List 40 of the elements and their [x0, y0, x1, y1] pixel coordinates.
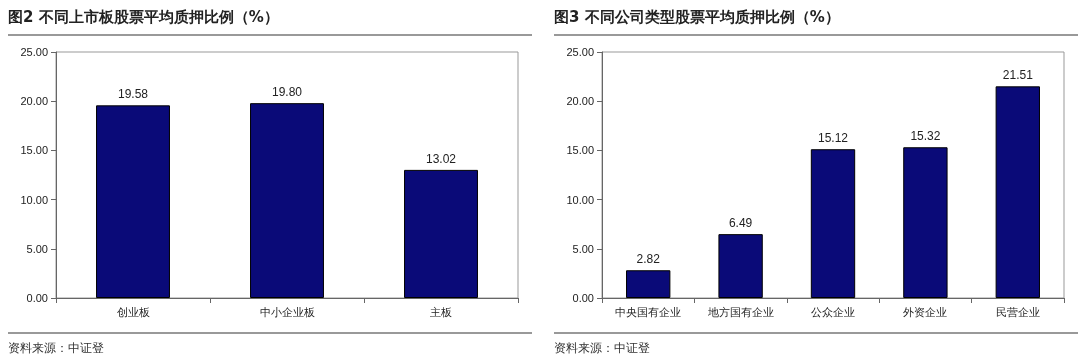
y-tick-label: 10.00	[20, 193, 48, 206]
x-tick-label: 主板	[430, 305, 452, 318]
data-label: 13.02	[425, 151, 457, 166]
x-tick-label: 公众企业	[811, 305, 855, 318]
data-label: 2.82	[636, 252, 661, 267]
data-label: 19.80	[271, 85, 303, 100]
text: 资料来源：中证登	[8, 332, 532, 357]
chart-title: 图3 不同公司类型股票平均质押比例（%）	[554, 8, 1078, 36]
x-tick-label: 地方国有企业	[706, 305, 774, 318]
bar	[995, 86, 1040, 298]
bar	[250, 103, 324, 298]
y-tick-label: 5.00	[572, 242, 594, 255]
y-tick-label: 25.00	[566, 46, 594, 58]
x-tick-label: 创业板	[116, 305, 150, 318]
data-label: 21.51	[1002, 68, 1034, 83]
y-tick-label: 5.00	[26, 242, 48, 255]
y-tick-label: 10.00	[566, 193, 594, 206]
data-label: 15.12	[817, 131, 849, 146]
bar	[626, 270, 671, 298]
y-tick-label: 20.00	[20, 95, 48, 108]
data-label: 6.49	[728, 216, 753, 231]
y-tick-label: 0.00	[572, 292, 594, 304]
bar	[903, 147, 948, 298]
chart-title: 图2 不同上市板股票平均质押比例（%）	[8, 8, 532, 36]
bar	[96, 105, 170, 298]
y-tick-label: 15.00	[566, 144, 594, 157]
data-label: 19.58	[117, 87, 149, 102]
x-tick-label: 中小企业板	[259, 305, 315, 318]
bar	[404, 169, 478, 298]
x-tick-label: 外资企业	[903, 305, 948, 318]
data-label: 15.32	[910, 129, 941, 144]
text: 资料来源：中证登	[554, 332, 1078, 357]
x-tick-label: 民营企业	[995, 305, 1040, 318]
y-tick-label: 15.00	[20, 144, 48, 157]
y-tick-label: 0.00	[26, 292, 48, 304]
bar	[810, 149, 856, 298]
x-tick-label: 中央国有企业	[615, 305, 682, 318]
y-tick-label: 20.00	[566, 95, 594, 108]
y-tick-label: 25.00	[20, 46, 48, 58]
bar	[718, 234, 763, 298]
